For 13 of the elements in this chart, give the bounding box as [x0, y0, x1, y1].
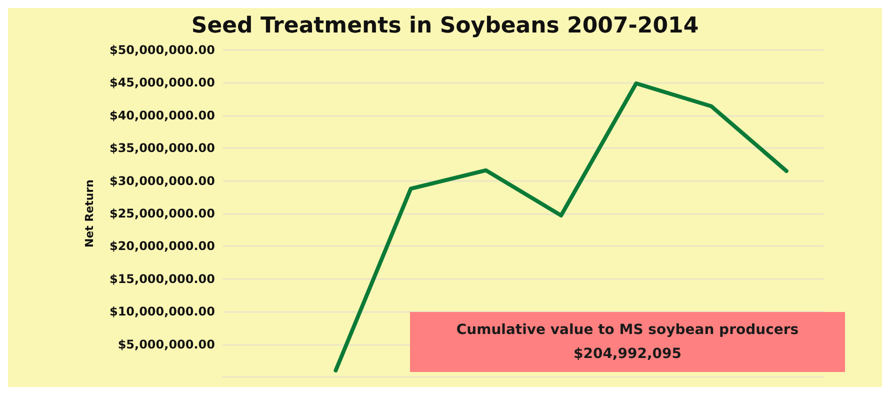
y-tick-label: $45,000,000.00 [109, 76, 215, 90]
chart-title: Seed Treatments in Soybeans 2007-2014 [191, 14, 699, 38]
y-tick-label: $35,000,000.00 [109, 141, 215, 156]
y-tick-label: $20,000,000.00 [109, 239, 215, 254]
y-tick-label: $15,000,000.00 [109, 272, 215, 286]
y-tick-label: $5,000,000.00 [118, 337, 215, 352]
y-tick-label: $50,000,000.00 [109, 43, 215, 57]
annotation: Cumulative value to MS soybean producers $204,992,095 [455, 321, 800, 364]
y-axis-title: Net Return [83, 179, 96, 248]
y-tick-label: $10,000,000.00 [109, 304, 215, 319]
y-tick-label: $25,000,000.00 [109, 206, 215, 220]
y-tick-label: $40,000,000.00 [109, 108, 215, 122]
y-tick-label: $30,000,000.00 [109, 174, 215, 188]
